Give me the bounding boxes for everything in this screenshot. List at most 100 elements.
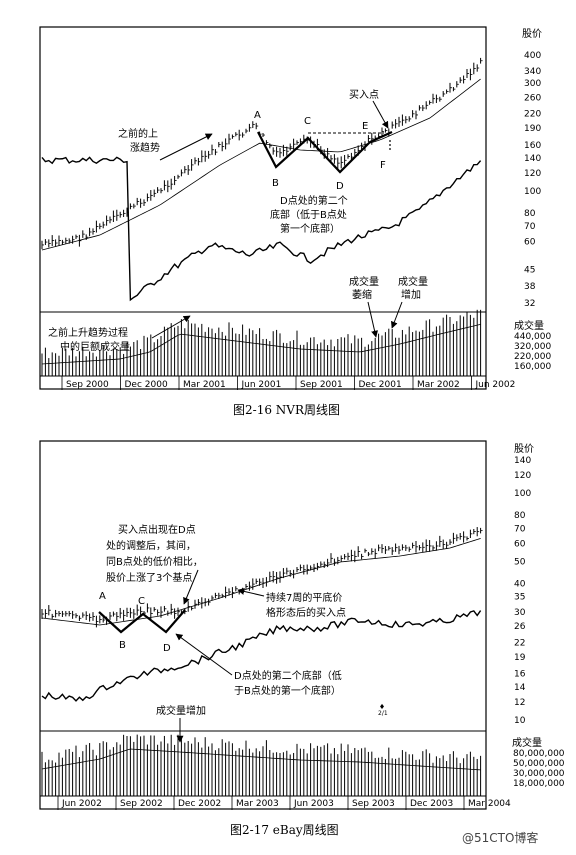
price-tick-label: 160 bbox=[524, 141, 541, 151]
ebay-small-mark-icon: ♦ bbox=[379, 703, 385, 711]
nvr-volume-average bbox=[41, 323, 481, 365]
x-axis-label: Dec 2000 bbox=[125, 380, 168, 390]
x-axis-label: Dec 2001 bbox=[359, 380, 402, 390]
price-tick-label: 32 bbox=[524, 299, 535, 309]
nvr-base-pattern-line bbox=[257, 130, 393, 174]
volume-tick-label: 220,000 bbox=[514, 352, 551, 362]
x-axis-label: Jun 2002 bbox=[61, 799, 102, 809]
price-tick-label: 400 bbox=[524, 51, 541, 61]
x-axis-label: Sep 2000 bbox=[66, 380, 109, 390]
ebay-flat-base-arrow bbox=[237, 588, 265, 597]
x-axis-label: Mar 2002 bbox=[417, 380, 460, 390]
ebay-price-axis-title: 股价 bbox=[514, 443, 534, 455]
price-tick-label: 35 bbox=[514, 593, 525, 603]
nvr-volume-dry-arrow bbox=[367, 301, 379, 338]
watermark: @51CTO博客 bbox=[462, 830, 538, 845]
nvr-uptrend-arrow bbox=[159, 133, 213, 161]
figure-ebay: 股价 140 120 100 80 70 60 50 40 35 30 26 22 19 16 14 12 10… bbox=[39, 440, 565, 837]
price-tick-label: 100 bbox=[524, 187, 541, 197]
nvr-point-d: D bbox=[336, 181, 344, 192]
x-axis-label: Mar 2001 bbox=[183, 380, 226, 390]
nvr-volume-up-2: 增加 bbox=[401, 288, 421, 301]
price-tick-label: 60 bbox=[514, 539, 526, 549]
price-tick-label: 120 bbox=[514, 471, 531, 481]
volume-tick-label: 18,000,000 bbox=[513, 779, 565, 789]
price-tick-label: 260 bbox=[524, 93, 541, 103]
nvr-volume-axis-title: 成交量 bbox=[514, 319, 544, 332]
nvr-point-b: B bbox=[272, 178, 279, 189]
price-tick-label: 14 bbox=[514, 683, 526, 693]
x-axis-label: Sep 2001 bbox=[300, 380, 343, 390]
nvr-uptrend-label-1: 之前的上 bbox=[118, 127, 158, 140]
ebay-second-bottom-arrow bbox=[175, 633, 233, 676]
nvr-point-e: E bbox=[362, 121, 368, 132]
nvr-moving-average bbox=[41, 78, 481, 251]
volume-tick-label: 440,000 bbox=[514, 332, 551, 342]
figure-nvr: 股价 4003403002602201901601401201008070604… bbox=[39, 26, 551, 417]
nvr-volume-up-1: 成交量 bbox=[398, 275, 428, 288]
ebay-small-mark: 2/1 bbox=[378, 710, 388, 717]
price-tick-label: 70 bbox=[514, 524, 526, 534]
price-tick-label: 220 bbox=[524, 110, 541, 120]
price-tick-label: 70 bbox=[524, 222, 536, 232]
price-tick-label: 60 bbox=[524, 237, 536, 247]
volume-tick-label: 320,000 bbox=[514, 342, 551, 352]
x-axis-label: Sep 2002 bbox=[120, 799, 163, 809]
ebay-volume-axis-title: 成交量 bbox=[512, 736, 542, 749]
price-tick-label: 12 bbox=[514, 698, 525, 708]
price-tick-label: 300 bbox=[524, 79, 541, 89]
price-tick-label: 38 bbox=[524, 282, 536, 292]
price-tick-label: 190 bbox=[524, 124, 541, 134]
volume-tick-label: 160,000 bbox=[514, 362, 551, 372]
x-axis-label: Jun 2001 bbox=[241, 380, 282, 390]
nvr-second-bottom-2: 底部（低于B点处 bbox=[270, 208, 347, 221]
nvr-point-f: F bbox=[380, 160, 386, 171]
nvr-volume-dry-2: 萎缩 bbox=[352, 288, 372, 301]
price-tick-label: 19 bbox=[514, 653, 526, 663]
x-axis-label: Jun 2003 bbox=[293, 799, 334, 809]
volume-tick-label: 30,000,000 bbox=[513, 769, 565, 779]
x-axis-label: Sep 2003 bbox=[352, 799, 395, 809]
price-tick-label: 10 bbox=[514, 716, 526, 726]
nvr-buy-point-arrow bbox=[372, 100, 389, 129]
nvr-caption: 图2-16 NVR周线图 bbox=[233, 403, 340, 417]
price-tick-label: 40 bbox=[514, 579, 526, 589]
nvr-prior-volume-1: 之前上升趋势过程 bbox=[48, 326, 128, 339]
nvr-relative-strength-line bbox=[41, 156, 482, 302]
price-tick-label: 120 bbox=[524, 169, 541, 179]
volume-tick-label: 50,000,000 bbox=[513, 759, 565, 769]
nvr-prior-volume-arrow bbox=[151, 315, 191, 339]
price-tick-label: 340 bbox=[524, 67, 541, 77]
nvr-x-labels: Sep 2000 Dec 2000 Mar 2001 Jun 2001 Sep 2001… bbox=[61, 376, 515, 390]
nvr-point-c: C bbox=[304, 116, 311, 127]
ebay-volume-average bbox=[41, 748, 481, 771]
price-tick-label: 140 bbox=[514, 456, 531, 466]
ebay-flat-base-1: 持续7周的平底价 bbox=[266, 591, 342, 604]
x-axis-label: Dec 2002 bbox=[178, 799, 221, 809]
ebay-second-bottom-2: 于B点处的第一个底部） bbox=[234, 684, 341, 697]
price-tick-label: 30 bbox=[514, 608, 526, 618]
ebay-buy-point-arrow bbox=[183, 569, 199, 605]
price-tick-label: 100 bbox=[514, 489, 531, 499]
nvr-point-a: A bbox=[254, 110, 261, 121]
ebay-price-ticks: 140 120 100 80 70 60 50 40 35 30 26 22 19 16 14 12 10 bbox=[514, 456, 531, 726]
nvr-volume-up-arrow bbox=[390, 301, 403, 329]
ebay-buy-point-2: 处的调整后，其间， bbox=[106, 539, 196, 552]
nvr-uptrend-label-2: 涨趋势 bbox=[130, 141, 160, 154]
nvr-price-axis-title: 股价 bbox=[522, 28, 542, 40]
x-axis-label: Dec 2003 bbox=[410, 799, 453, 809]
price-tick-label: 140 bbox=[524, 154, 541, 164]
price-tick-label: 80 bbox=[524, 209, 536, 219]
ebay-point-c: C bbox=[138, 596, 145, 607]
volume-tick-label: 80,000,000 bbox=[513, 749, 565, 759]
ebay-moving-average bbox=[41, 538, 481, 626]
price-tick-label: 80 bbox=[514, 511, 526, 521]
ebay-point-a: A bbox=[99, 591, 106, 602]
ebay-buy-point-3: 同B点处的低价相比， bbox=[106, 555, 203, 568]
nvr-price-bars bbox=[41, 57, 483, 250]
nvr-second-bottom-3: 第一个底部） bbox=[280, 222, 340, 235]
nvr-price-ticks: 400 340 300 260 220 190 160 140 120 100 80 70 60 45 38… bbox=[524, 51, 541, 309]
price-tick-label: 45 bbox=[524, 266, 535, 276]
